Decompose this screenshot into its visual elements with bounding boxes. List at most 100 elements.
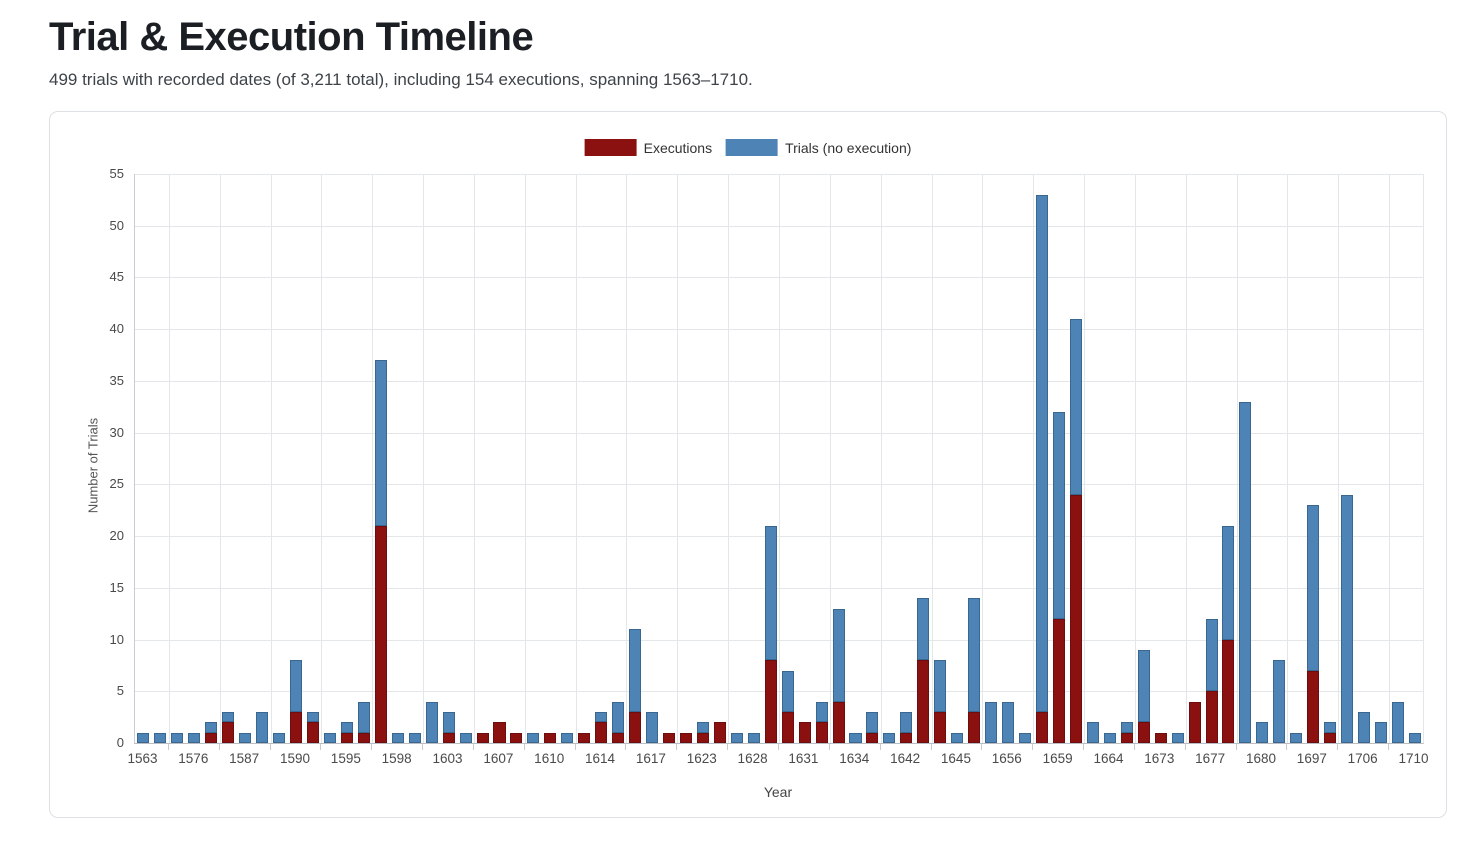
trials-segment[interactable] <box>866 711 879 733</box>
executions-segment[interactable] <box>544 732 557 743</box>
trials-segment[interactable] <box>290 660 303 712</box>
executions-segment[interactable] <box>1205 691 1218 743</box>
bar-group[interactable] <box>1118 174 1135 743</box>
trials-segment[interactable] <box>154 732 167 743</box>
bar-group[interactable] <box>355 174 372 743</box>
bar-group[interactable] <box>186 174 203 743</box>
trials-segment[interactable] <box>561 732 574 743</box>
trials-segment[interactable] <box>968 598 981 712</box>
trials-segment[interactable] <box>1290 732 1303 743</box>
bar-group[interactable] <box>813 174 830 743</box>
bar-group[interactable] <box>169 174 186 743</box>
bar-group[interactable] <box>1000 174 1017 743</box>
executions-segment[interactable] <box>1137 722 1150 743</box>
trials-segment[interactable] <box>1256 722 1269 743</box>
bar-group[interactable] <box>237 174 254 743</box>
bar-group[interactable] <box>728 174 745 743</box>
bar-group[interactable] <box>864 174 881 743</box>
bar-group[interactable] <box>1101 174 1118 743</box>
bar-group[interactable] <box>1271 174 1288 743</box>
bar-group[interactable] <box>254 174 271 743</box>
executions-segment[interactable] <box>866 732 879 743</box>
bar-group[interactable] <box>559 174 576 743</box>
bar-group[interactable] <box>847 174 864 743</box>
trials-segment[interactable] <box>273 732 286 743</box>
trials-segment[interactable] <box>629 629 642 712</box>
executions-segment[interactable] <box>1222 639 1235 743</box>
trials-segment[interactable] <box>1035 194 1048 712</box>
bar-group[interactable] <box>491 174 508 743</box>
bar-group[interactable] <box>288 174 305 743</box>
executions-segment[interactable] <box>968 711 981 743</box>
executions-segment[interactable] <box>595 722 608 743</box>
trials-segment[interactable] <box>459 732 472 743</box>
trials-segment[interactable] <box>781 670 794 712</box>
bar-group[interactable] <box>830 174 847 743</box>
bar-group[interactable] <box>1017 174 1034 743</box>
trials-segment[interactable] <box>442 711 455 733</box>
executions-segment[interactable] <box>663 732 676 743</box>
trials-segment[interactable] <box>696 722 709 733</box>
trials-segment[interactable] <box>1069 318 1082 495</box>
trials-segment[interactable] <box>408 732 421 743</box>
bar-group[interactable] <box>1305 174 1322 743</box>
bar-group[interactable] <box>1050 174 1067 743</box>
bar-group[interactable] <box>1186 174 1203 743</box>
bar-group[interactable] <box>152 174 169 743</box>
trials-segment[interactable] <box>747 732 760 743</box>
bar-group[interactable] <box>1237 174 1254 743</box>
executions-segment[interactable] <box>476 732 489 743</box>
bar-group[interactable] <box>474 174 491 743</box>
executions-segment[interactable] <box>1307 670 1320 743</box>
legend-item-trials[interactable]: Trials (no execution) <box>726 139 911 156</box>
bar-group[interactable] <box>220 174 237 743</box>
trials-segment[interactable] <box>1019 732 1032 743</box>
bar-group[interactable] <box>1288 174 1305 743</box>
bar-group[interactable] <box>389 174 406 743</box>
bar-group[interactable] <box>1169 174 1186 743</box>
executions-segment[interactable] <box>832 701 845 743</box>
trials-segment[interactable] <box>646 711 659 743</box>
trials-segment[interactable] <box>1052 411 1065 619</box>
bar-group[interactable] <box>135 174 152 743</box>
bar-group[interactable] <box>1034 174 1051 743</box>
trials-segment[interactable] <box>1307 505 1320 671</box>
executions-segment[interactable] <box>798 722 811 743</box>
trials-segment[interactable] <box>1239 401 1252 743</box>
bar-group[interactable] <box>203 174 220 743</box>
trials-segment[interactable] <box>612 701 625 733</box>
executions-segment[interactable] <box>374 525 387 743</box>
trials-segment[interactable] <box>730 732 743 743</box>
trials-segment[interactable] <box>1273 660 1286 743</box>
bar-group[interactable] <box>372 174 389 743</box>
bar-group[interactable] <box>1152 174 1169 743</box>
trials-segment[interactable] <box>256 711 269 743</box>
executions-segment[interactable] <box>442 732 455 743</box>
trials-segment[interactable] <box>832 608 845 702</box>
executions-segment[interactable] <box>612 732 625 743</box>
executions-segment[interactable] <box>934 711 947 743</box>
trials-segment[interactable] <box>1205 618 1218 692</box>
executions-segment[interactable] <box>578 732 591 743</box>
executions-segment[interactable] <box>1120 732 1133 743</box>
executions-segment[interactable] <box>1188 701 1201 743</box>
bar-group[interactable] <box>338 174 355 743</box>
trials-segment[interactable] <box>1358 711 1371 743</box>
bar-group[interactable] <box>949 174 966 743</box>
executions-segment[interactable] <box>781 711 794 743</box>
bar-group[interactable] <box>627 174 644 743</box>
trials-segment[interactable] <box>1002 701 1015 743</box>
bar-group[interactable] <box>1067 174 1084 743</box>
trials-segment[interactable] <box>425 701 438 743</box>
trials-segment[interactable] <box>340 722 353 733</box>
trials-segment[interactable] <box>985 701 998 743</box>
executions-segment[interactable] <box>696 732 709 743</box>
bar-group[interactable] <box>305 174 322 743</box>
bar-group[interactable] <box>1135 174 1152 743</box>
trials-segment[interactable] <box>1222 525 1235 640</box>
trials-segment[interactable] <box>900 711 913 733</box>
trials-segment[interactable] <box>374 360 387 526</box>
bar-group[interactable] <box>542 174 559 743</box>
trials-segment[interactable] <box>205 722 218 733</box>
trials-segment[interactable] <box>934 660 947 712</box>
